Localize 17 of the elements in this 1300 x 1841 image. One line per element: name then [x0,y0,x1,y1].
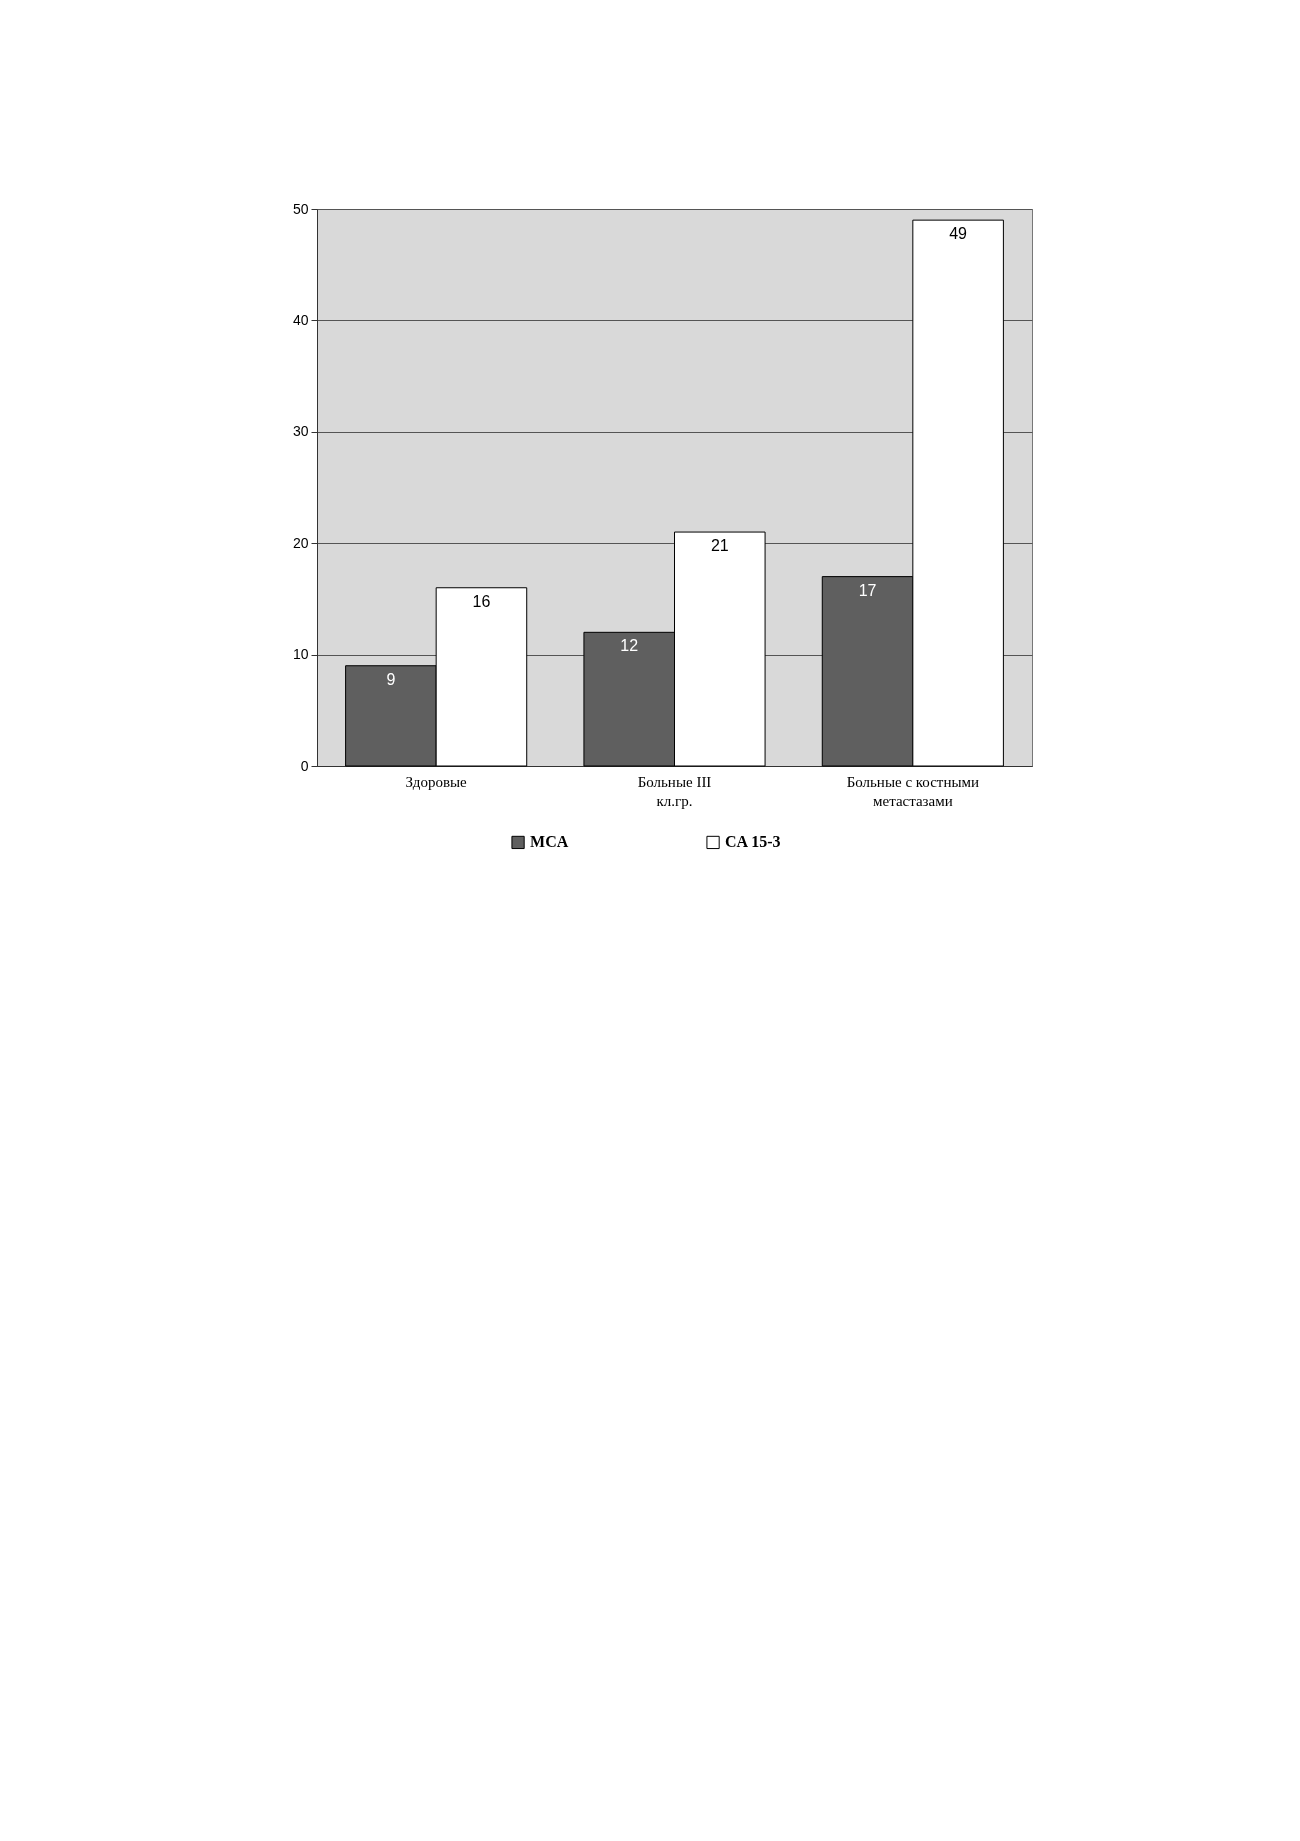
data-label: 16 [472,592,491,610]
legend-label: MCA [530,833,569,851]
y-tick-label: 50 [292,200,309,217]
data-label: 49 [949,225,968,243]
data-label: 17 [858,581,877,599]
x-tick-label: Здоровые [405,773,468,790]
data-label: 9 [386,670,396,688]
y-tick-label: 40 [292,311,309,328]
legend-label: CA 15-3 [725,833,781,851]
data-label: 21 [710,537,729,555]
y-tick-label: 20 [292,534,309,551]
y-tick-label: 30 [292,423,309,440]
x-tick-label: Больные с костными метастазами [846,773,980,809]
y-tick-label: 10 [292,646,309,663]
x-tick-label: Больные III кл.гр. [637,773,712,809]
y-tick-label: 0 [300,757,309,774]
data-label: 12 [620,637,639,655]
